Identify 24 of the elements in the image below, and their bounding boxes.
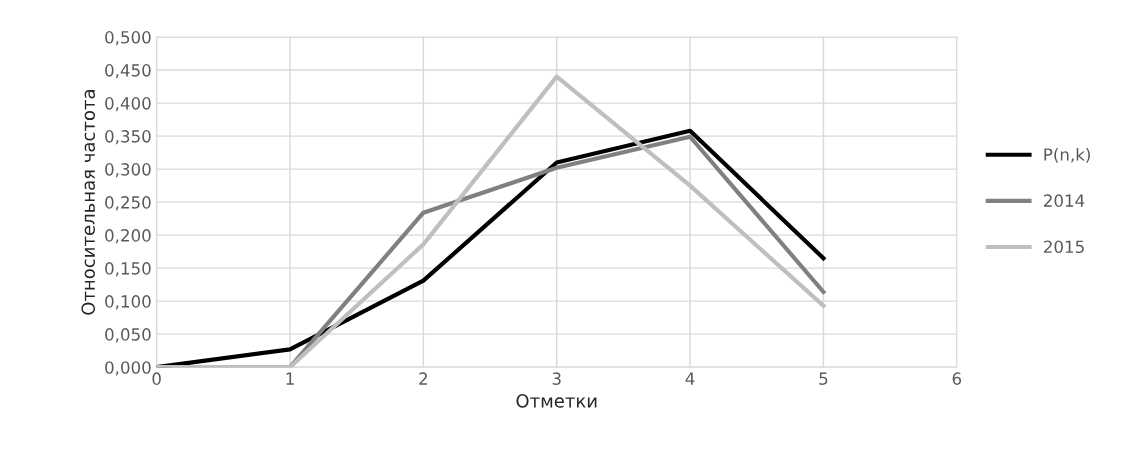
y-tick-label: 0,500: [105, 31, 151, 46]
y-tick-label: 0,450: [105, 64, 151, 79]
y-tick-label: 0,400: [105, 97, 151, 112]
x-axis-title: Отметки: [516, 394, 597, 408]
y-tick-label: 0,350: [105, 130, 151, 145]
y-tick-label: 0,050: [105, 328, 151, 343]
legend-label: 2014: [1044, 194, 1085, 207]
y-tick-label: 0,200: [105, 229, 151, 244]
y-tick-label: 0,150: [105, 262, 151, 277]
x-tick-label: 1: [286, 372, 294, 385]
y-tick-label: 0,250: [105, 196, 151, 211]
x-tick-label: 0: [152, 372, 161, 385]
line-series: [156, 74, 826, 368]
x-tick-label: 3: [552, 372, 561, 385]
legend-label: P(n,k): [1044, 147, 1090, 163]
legend-label: 2015: [1044, 240, 1084, 254]
x-tick-label: 6: [952, 372, 962, 385]
y-tick-label: 0,100: [105, 295, 151, 310]
y-tick-label: 0,000: [105, 361, 151, 376]
x-tick-label: 2: [419, 372, 427, 385]
y-axis-title: Относительная частота: [81, 90, 95, 315]
y-tick-label: 0,300: [105, 163, 151, 178]
x-tick-label: 4: [685, 372, 695, 385]
x-tick-label: 5: [819, 372, 828, 385]
